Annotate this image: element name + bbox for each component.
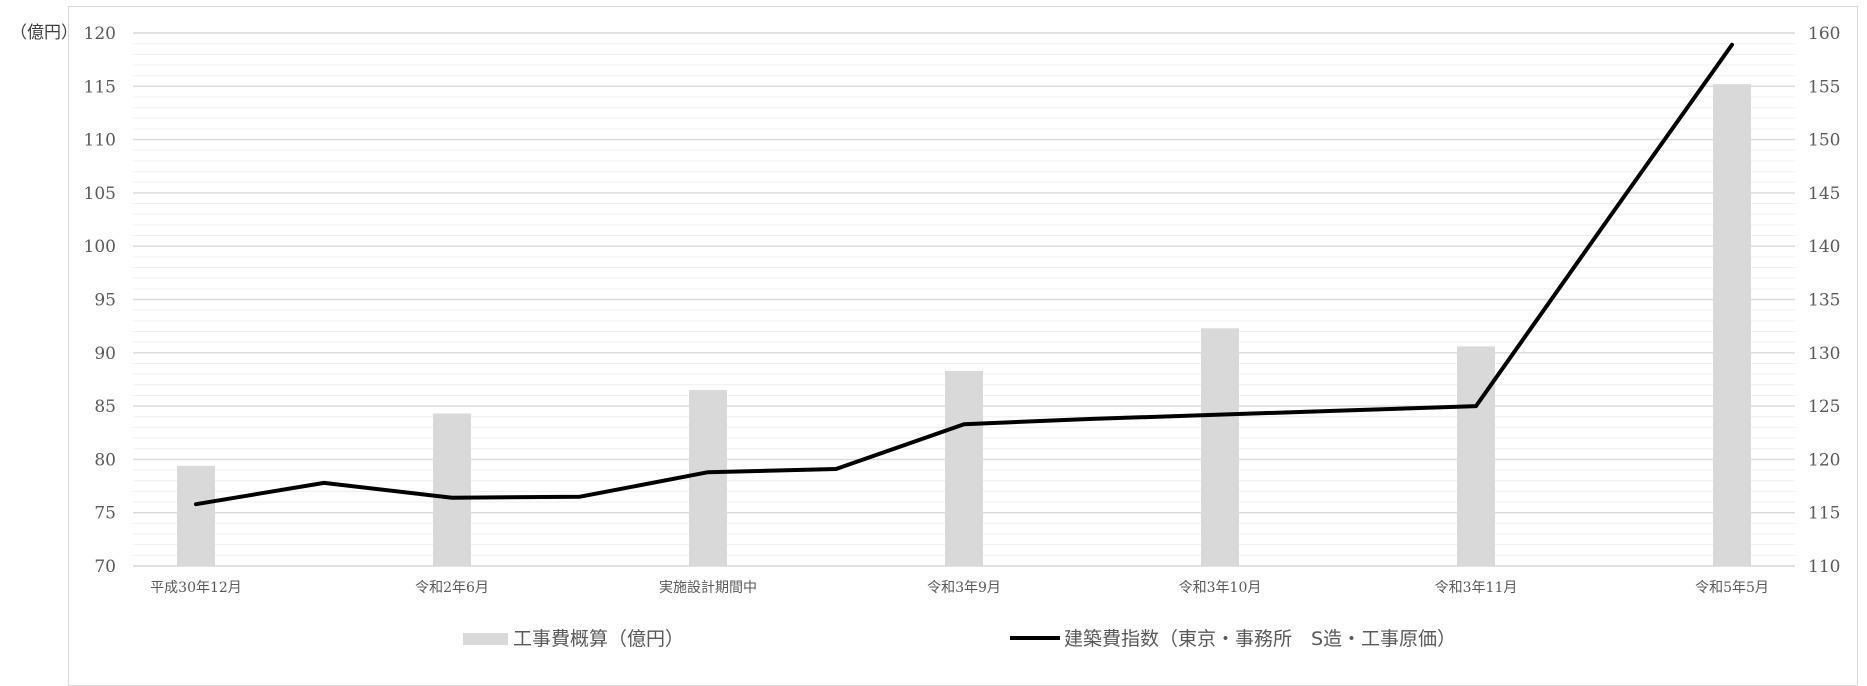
right-tick-label: 140 <box>1808 237 1840 257</box>
right-tick-label: 150 <box>1808 131 1840 151</box>
right-tick-label: 130 <box>1808 344 1840 364</box>
left-axis-ticks: 70 75 80 85 90 95 100 105 110 115 120 <box>84 24 116 577</box>
left-tick-label: 80 <box>94 450 116 470</box>
bar <box>945 371 983 566</box>
category-label: 実施設計期間中 <box>659 580 757 596</box>
right-tick-label: 155 <box>1808 77 1840 97</box>
category-label: 令和3年10月 <box>1179 580 1262 596</box>
legend-bar-swatch <box>463 633 508 645</box>
legend-line-label: 建築費指数（東京・事務所 S造・工事原価） <box>1064 628 1456 650</box>
left-tick-label: 110 <box>84 131 116 151</box>
left-tick-label: 105 <box>84 184 116 204</box>
right-tick-label: 125 <box>1808 397 1840 417</box>
right-tick-label: 160 <box>1808 24 1840 44</box>
category-labels: 平成30年12月 令和2年6月 実施設計期間中 令和3年9月 令和3年10月 令和3年11… <box>150 580 1769 596</box>
category-label: 令和5年5月 <box>1695 580 1769 596</box>
left-tick-label: 120 <box>84 24 116 44</box>
left-tick-label: 95 <box>94 291 116 311</box>
category-label: 令和3年11月 <box>1435 580 1518 596</box>
combo-chart: 70 75 80 85 90 95 100 105 110 115 120 110 115 120 125… <box>0 0 1867 666</box>
bar <box>1201 328 1239 566</box>
bar <box>1457 346 1495 566</box>
left-tick-label: 75 <box>94 504 116 524</box>
bar <box>689 390 727 566</box>
category-label: 令和3年9月 <box>927 580 1001 596</box>
right-axis-ticks: 110 115 120 125 130 135 140 145 150 155 160 <box>1808 24 1840 577</box>
right-tick-label: 110 <box>1808 557 1840 577</box>
legend-bar-label: 工事費概算（億円） <box>513 628 684 650</box>
category-label: 平成30年12月 <box>150 580 242 596</box>
left-tick-label: 100 <box>84 237 116 257</box>
legend: 工事費概算（億円） 建築費指数（東京・事務所 S造・工事原価） <box>463 628 1456 650</box>
bar <box>1713 84 1751 566</box>
right-tick-label: 120 <box>1808 450 1840 470</box>
left-tick-label: 85 <box>94 397 116 417</box>
category-label: 令和2年6月 <box>415 580 489 596</box>
right-tick-label: 115 <box>1808 504 1840 524</box>
right-tick-label: 145 <box>1808 184 1840 204</box>
left-tick-label: 90 <box>94 344 116 364</box>
left-tick-label: 70 <box>94 557 116 577</box>
bar <box>177 466 215 566</box>
left-tick-label: 115 <box>84 77 116 97</box>
bar <box>433 414 471 566</box>
right-tick-label: 135 <box>1808 291 1840 311</box>
